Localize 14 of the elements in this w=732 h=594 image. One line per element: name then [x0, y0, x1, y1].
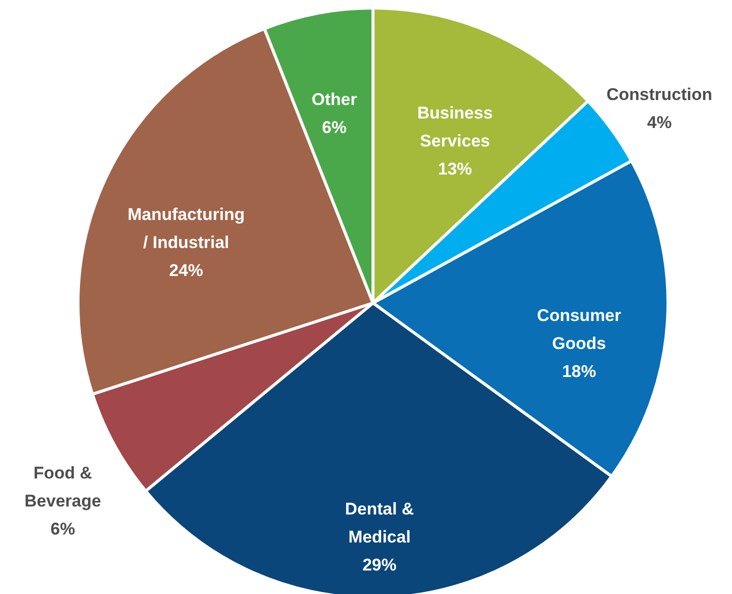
data-label: 24% [169, 261, 204, 280]
data-label: 4% [647, 112, 672, 132]
slice-label: Business Services [417, 103, 493, 150]
slice-label: Food & Beverage [24, 464, 102, 511]
data-label: 6% [322, 118, 347, 138]
data-label: 29% [362, 555, 396, 574]
data-label: 13% [438, 159, 472, 178]
slice-label: Construction [606, 84, 712, 104]
data-label: 18% [562, 362, 596, 381]
slice-label: Manufacturing / Industrial [128, 205, 245, 252]
slice-label: Consumer Goods [537, 306, 622, 353]
slice-label: Other [312, 90, 358, 110]
data-label: 6% [50, 520, 76, 539]
slice-label: Dental & Medical [345, 499, 414, 546]
